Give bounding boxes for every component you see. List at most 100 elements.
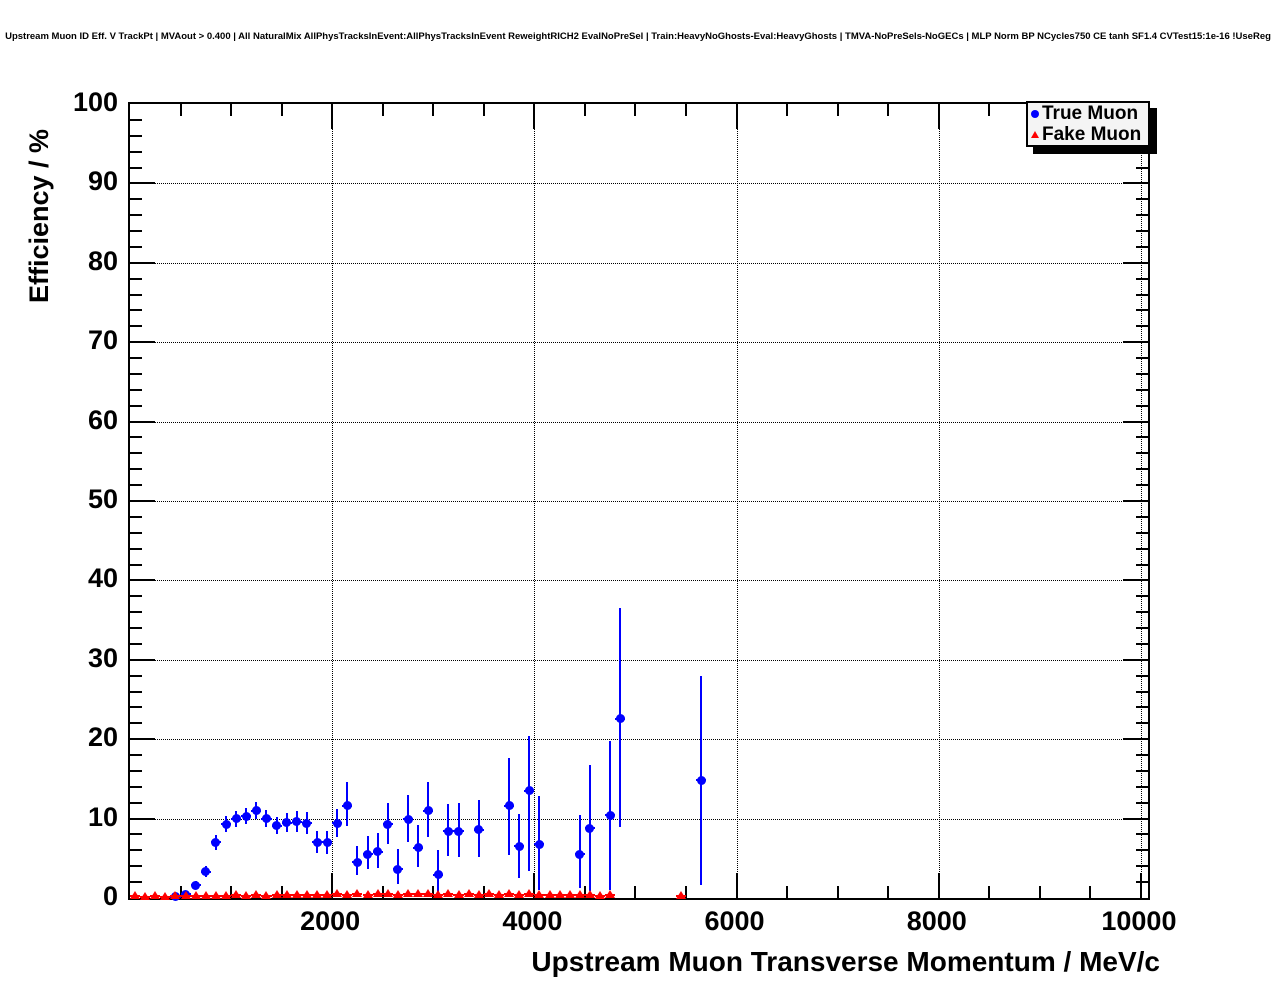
data-point-true-muon xyxy=(575,849,585,859)
y-axis-tick-right xyxy=(1136,388,1148,391)
x-tick-label: 6000 xyxy=(704,906,765,936)
y-axis-tick-right xyxy=(1136,166,1148,169)
y-axis-tick-right xyxy=(1136,881,1148,884)
y-tick-label: 30 xyxy=(87,642,118,673)
y-axis-tick-right xyxy=(1136,611,1148,614)
data-point-true-muon xyxy=(322,837,332,847)
data-point-fake-muon xyxy=(301,890,312,899)
plot-frame xyxy=(128,102,1150,902)
data-point-fake-muon xyxy=(140,891,151,900)
y-axis-tick-right xyxy=(1136,214,1148,217)
data-point-fake-muon xyxy=(524,889,535,898)
y-axis-tick xyxy=(130,452,142,455)
y-axis-tick-right xyxy=(1123,500,1148,502)
y-axis-tick xyxy=(130,166,142,169)
data-point-fake-muon xyxy=(574,889,585,898)
y-axis-tick-right xyxy=(1123,658,1148,661)
y-axis-tick xyxy=(130,738,155,741)
y-axis-tick xyxy=(130,547,142,550)
data-point-fake-muon xyxy=(281,890,292,899)
y-axis-tick-right xyxy=(1136,325,1148,328)
x-axis-tick xyxy=(836,886,839,898)
data-point-true-muon xyxy=(312,837,322,847)
y-axis-tick-right xyxy=(1136,706,1148,709)
gridline-horizontal xyxy=(130,262,1148,264)
data-point-fake-muon xyxy=(150,891,161,900)
y-axis-tick-right xyxy=(1136,563,1148,566)
y-axis-tick xyxy=(130,230,142,233)
x-axis-tick xyxy=(230,886,233,898)
x-axis-tick xyxy=(331,873,334,898)
x-axis-tick xyxy=(533,873,536,898)
y-axis-tick xyxy=(130,515,142,518)
y-axis-tick-right xyxy=(1136,357,1148,360)
x-axis-tick xyxy=(1139,873,1142,898)
y-axis-tick xyxy=(130,881,142,884)
y-axis-tick-right xyxy=(1136,230,1148,233)
y-axis-tick-right xyxy=(1136,865,1148,868)
gridline-horizontal xyxy=(130,342,1148,344)
x-axis-tick xyxy=(1089,886,1092,898)
data-point-fake-muon xyxy=(231,890,242,899)
y-axis-tick-right xyxy=(1123,738,1148,741)
y-axis-tick xyxy=(130,341,155,344)
data-point-true-muon xyxy=(292,817,302,827)
data-point-fake-muon xyxy=(433,889,444,898)
data-point-fake-muon xyxy=(352,889,363,898)
y-axis-tick-right xyxy=(1136,754,1148,757)
data-point-fake-muon xyxy=(453,889,464,898)
data-point-true-muon xyxy=(433,870,443,880)
y-axis-tick-right xyxy=(1136,198,1148,201)
y-axis-tick-right xyxy=(1136,595,1148,598)
data-point-fake-muon xyxy=(382,889,393,898)
y-axis-tick-right xyxy=(1123,817,1148,820)
data-point-fake-muon xyxy=(544,890,555,899)
y-axis-tick xyxy=(130,674,142,677)
y-tick-label: 80 xyxy=(87,245,118,276)
y-axis-tick-right xyxy=(1123,579,1148,582)
x-tick-label: 8000 xyxy=(906,906,967,936)
y-axis-tick xyxy=(130,468,142,471)
gridline-horizontal xyxy=(130,421,1148,423)
x-axis-tick xyxy=(786,886,789,898)
y-axis-tick-right xyxy=(1136,452,1148,455)
legend-label-true-muon: True Muon xyxy=(1042,103,1139,124)
legend-entry-true-muon: True Muon xyxy=(1031,103,1148,124)
y-axis-tick xyxy=(130,563,142,566)
data-point-fake-muon xyxy=(534,889,545,898)
y-axis-tick xyxy=(130,754,142,757)
data-point-fake-muon xyxy=(322,890,333,899)
y-axis-tick-right xyxy=(1123,420,1148,423)
x-axis-tick xyxy=(280,886,283,898)
y-axis-tick xyxy=(130,706,142,709)
y-axis-tick xyxy=(130,865,142,868)
data-point-true-muon xyxy=(585,823,595,833)
data-point-fake-muon xyxy=(241,890,252,899)
x-tick-label: 10000 xyxy=(1101,906,1177,936)
data-point-true-muon xyxy=(251,806,261,816)
y-axis-tick xyxy=(130,642,142,645)
y-axis-tick-right xyxy=(1136,769,1148,772)
data-point-fake-muon xyxy=(271,890,282,899)
y-axis-tick xyxy=(130,293,142,296)
data-point-true-muon xyxy=(615,714,625,724)
data-point-fake-muon xyxy=(564,890,575,899)
y-axis-tick xyxy=(130,849,142,852)
y-axis-tick xyxy=(130,531,142,534)
y-axis-tick-right xyxy=(1136,849,1148,852)
data-point-true-muon xyxy=(383,819,393,829)
data-point-true-muon xyxy=(373,847,383,857)
x-axis-tick xyxy=(634,886,637,898)
y-axis-tick xyxy=(130,150,142,153)
y-axis-tick xyxy=(130,722,142,725)
y-axis-tick-right xyxy=(1136,531,1148,534)
data-point-fake-muon xyxy=(483,889,494,898)
y-tick-label: 0 xyxy=(102,881,118,911)
data-point-fake-muon xyxy=(584,890,595,899)
y-axis-tick xyxy=(130,690,142,693)
plot-title: Upstream Muon ID Eff. V TrackPt | MVAout… xyxy=(5,31,1271,42)
data-point-fake-muon xyxy=(312,889,323,898)
x-axis-tick-top xyxy=(583,104,586,116)
y-axis-tick xyxy=(130,500,155,502)
data-point-true-muon xyxy=(363,849,373,859)
